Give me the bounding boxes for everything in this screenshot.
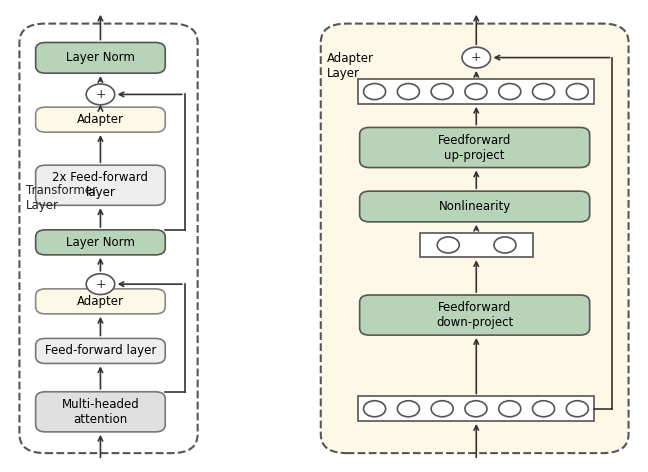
Ellipse shape [364, 401, 386, 417]
Ellipse shape [86, 84, 115, 105]
FancyBboxPatch shape [360, 295, 590, 335]
Text: Layer Norm: Layer Norm [66, 236, 135, 249]
Text: +: + [471, 51, 481, 64]
Ellipse shape [566, 84, 588, 100]
Text: +: + [95, 88, 106, 101]
FancyBboxPatch shape [36, 289, 165, 314]
Ellipse shape [397, 401, 419, 417]
Ellipse shape [465, 401, 487, 417]
Ellipse shape [499, 401, 521, 417]
Bar [420, 233, 533, 257]
FancyBboxPatch shape [36, 42, 165, 73]
Text: Adapter: Adapter [77, 113, 124, 126]
Bar [358, 396, 594, 421]
Ellipse shape [533, 84, 555, 100]
Ellipse shape [566, 401, 588, 417]
FancyBboxPatch shape [321, 24, 629, 453]
Text: Nonlinearity: Nonlinearity [439, 200, 511, 213]
Text: Feedforward
down-project: Feedforward down-project [436, 301, 513, 329]
Text: Layer Norm: Layer Norm [66, 51, 135, 64]
FancyBboxPatch shape [36, 392, 165, 432]
Ellipse shape [431, 84, 453, 100]
Ellipse shape [437, 237, 459, 253]
Ellipse shape [397, 84, 419, 100]
FancyBboxPatch shape [36, 338, 165, 363]
FancyBboxPatch shape [36, 165, 165, 205]
Text: Adapter: Adapter [77, 295, 124, 308]
FancyBboxPatch shape [36, 230, 165, 255]
Text: 2x Feed-forward
layer: 2x Feed-forward layer [52, 171, 148, 199]
Ellipse shape [86, 274, 115, 295]
Text: Feedforward
up-project: Feedforward up-project [438, 134, 511, 161]
FancyBboxPatch shape [360, 191, 590, 222]
Ellipse shape [462, 47, 491, 68]
Ellipse shape [431, 401, 453, 417]
Ellipse shape [499, 84, 521, 100]
FancyBboxPatch shape [19, 24, 198, 453]
FancyBboxPatch shape [360, 127, 590, 168]
Bar [358, 79, 594, 104]
Text: Feed-forward layer: Feed-forward layer [45, 345, 156, 357]
Text: +: + [95, 278, 106, 291]
FancyBboxPatch shape [36, 107, 165, 132]
Ellipse shape [465, 84, 487, 100]
Ellipse shape [533, 401, 555, 417]
Ellipse shape [364, 84, 386, 100]
Text: Adapter
Layer: Adapter Layer [327, 52, 375, 80]
Text: Transformer
Layer: Transformer Layer [26, 184, 97, 212]
Ellipse shape [494, 237, 516, 253]
Text: Multi-headed
attention: Multi-headed attention [62, 398, 139, 426]
